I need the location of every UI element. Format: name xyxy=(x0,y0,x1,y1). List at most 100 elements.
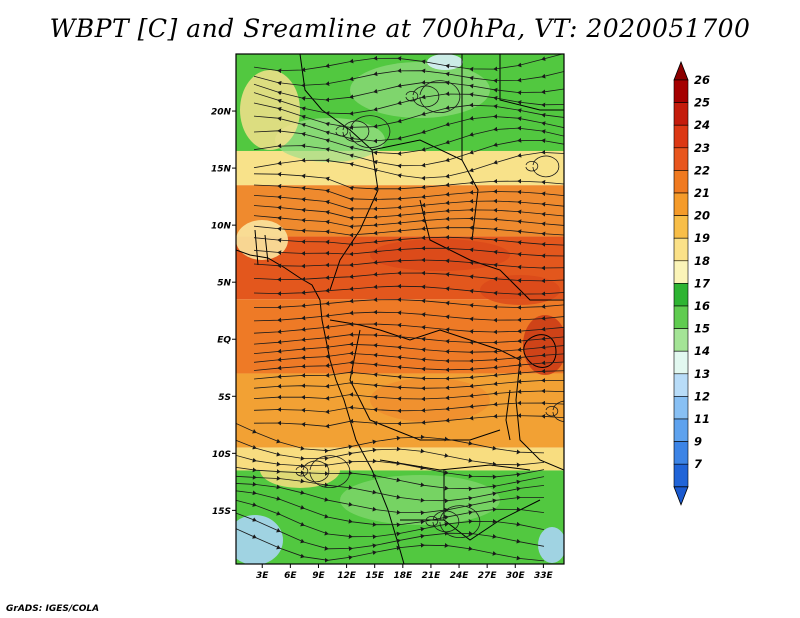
colorbar-swatch xyxy=(673,328,689,352)
streamline xyxy=(425,515,439,527)
lon-label: 18E xyxy=(393,571,413,581)
colorbar-label: 20 xyxy=(694,209,710,223)
colorbar-swatch xyxy=(673,418,689,442)
colorbar-swatch xyxy=(673,441,689,465)
longitude-axis: 3E 6E 9E 12E 15E 18E 21E 24E 27E 30E 33E xyxy=(256,564,554,581)
streamline xyxy=(253,297,564,310)
colorbar-swatch xyxy=(673,283,689,307)
colorbar-label: 26 xyxy=(694,73,710,87)
lon-label: 3E xyxy=(256,571,269,581)
streamline xyxy=(552,400,564,423)
lat-label: 20N xyxy=(211,108,232,118)
lon-label: 33E xyxy=(534,571,554,581)
colorbar-swatch xyxy=(673,350,689,375)
colorbar-swatch xyxy=(673,260,689,284)
streamline xyxy=(253,234,564,247)
boundary-west-small xyxy=(254,229,269,266)
streamline xyxy=(253,321,564,335)
streamline xyxy=(253,360,564,373)
streamline xyxy=(236,528,545,563)
map-panel xyxy=(236,54,564,564)
lat-label: 5S xyxy=(218,393,231,403)
lat-label: EQ xyxy=(217,336,231,346)
streamlines xyxy=(236,54,564,563)
lat-label: 10S xyxy=(212,450,231,460)
lon-label: 15E xyxy=(365,571,385,581)
streamline xyxy=(302,460,330,483)
lon-label: 27E xyxy=(478,571,498,581)
streamline xyxy=(253,341,564,355)
map-frame xyxy=(235,53,565,565)
colorbar-label: 24 xyxy=(694,118,710,132)
colorbar-label: 16 xyxy=(694,299,710,313)
colorbar-swatch xyxy=(673,170,689,194)
patch-south-orange xyxy=(370,378,490,422)
colorbar-swatch xyxy=(673,124,689,149)
streamline xyxy=(253,205,564,221)
lat-label: 15S xyxy=(212,507,231,517)
colorbar-swatch xyxy=(673,373,689,397)
streamline xyxy=(253,388,564,402)
streamline xyxy=(419,80,461,113)
field-band-sahel-yellow xyxy=(236,150,564,186)
lon-label: 6E xyxy=(284,571,297,581)
streamline xyxy=(253,149,564,181)
patch-east-dark-red xyxy=(523,315,564,375)
colorbar-label: 17 xyxy=(694,276,710,290)
streamline xyxy=(405,90,419,102)
colorbar-label: 19 xyxy=(694,231,710,245)
streamline xyxy=(253,378,564,391)
colorbar-label: 9 xyxy=(694,435,702,449)
streamline xyxy=(253,413,564,429)
streamline xyxy=(253,215,564,230)
colorbar-swatch xyxy=(673,192,689,216)
patch-west-yellow xyxy=(236,220,288,260)
streamline xyxy=(545,405,559,417)
colorbar-bottom-arrow xyxy=(673,486,689,506)
colorbar-swatch xyxy=(673,79,689,103)
streamline xyxy=(253,368,564,381)
colorbar-label: 11 xyxy=(694,412,710,426)
colorbar-label: 15 xyxy=(694,322,710,336)
colorbar-swatch xyxy=(673,102,689,126)
grads-credit: GrADS: IGES/COLA xyxy=(6,604,100,614)
colorbar-label: 22 xyxy=(694,163,710,177)
latitude-axis: 20N 15N 10N 5N EQ 5S 10S 15S xyxy=(211,108,236,517)
map-title: WBPT [C] and Sreamline at 700hPa, VT: 20… xyxy=(49,14,751,43)
streamline xyxy=(412,85,440,108)
colorbar-swatch xyxy=(673,463,689,488)
streamline xyxy=(335,125,349,137)
lon-label: 21E xyxy=(422,571,442,581)
streamline xyxy=(253,283,564,297)
streamline xyxy=(349,115,391,148)
colorbar-swatch xyxy=(673,215,689,239)
colorbar-label: 21 xyxy=(694,186,710,200)
colorbar-label: 18 xyxy=(694,254,710,268)
colorbar-label: 14 xyxy=(694,344,710,358)
streamline xyxy=(253,350,564,364)
streamline xyxy=(253,270,564,284)
patch-north-yellow xyxy=(240,70,300,150)
streamline xyxy=(342,120,370,143)
streamline xyxy=(532,155,560,178)
lat-label: 5N xyxy=(217,279,231,289)
colorbar-label: 23 xyxy=(694,141,710,155)
streamline xyxy=(253,400,564,415)
streamline xyxy=(253,332,564,345)
colorbar-label: 13 xyxy=(694,367,710,381)
streamline xyxy=(309,455,351,488)
colorbar-swatch xyxy=(673,237,689,262)
lon-label: 30E xyxy=(506,571,526,581)
patch-north-pale-blue xyxy=(427,54,463,70)
colorbar-swatch xyxy=(673,305,689,329)
patch-southwest-yellow xyxy=(260,452,340,488)
colorbar-label: 25 xyxy=(694,96,710,110)
streamline xyxy=(253,257,564,271)
patch-southeast-light-blue xyxy=(538,527,564,563)
lon-label: 9E xyxy=(312,571,325,581)
streamline xyxy=(439,505,481,538)
lon-label: 24E xyxy=(450,571,470,581)
colorbar: 26 25 24 23 22 21 20 19 18 17 16 15 14 13 12 11 9 7 xyxy=(673,60,710,506)
lat-label: 15N xyxy=(211,165,232,175)
